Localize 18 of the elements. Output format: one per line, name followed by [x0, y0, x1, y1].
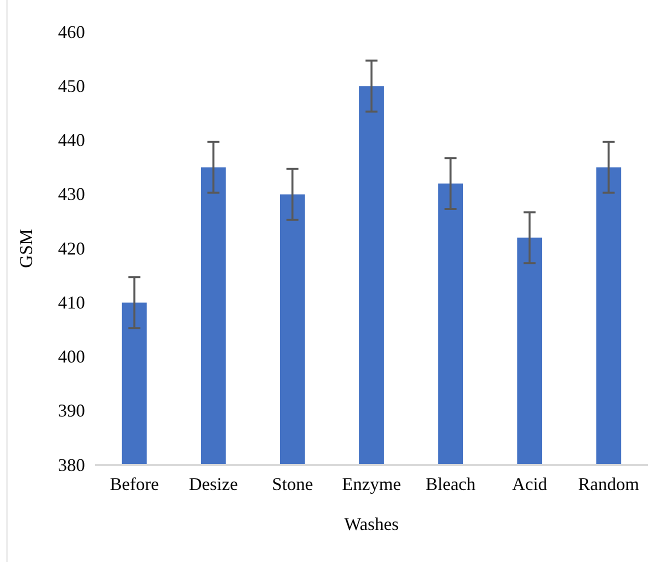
x-tick-label: Acid [512, 474, 548, 494]
x-tick-label: Bleach [426, 474, 476, 494]
x-tick-label: Before [110, 474, 159, 494]
y-tick-label: 400 [58, 346, 85, 367]
y-tick-label: 390 [58, 400, 85, 421]
x-tick-label: Stone [272, 474, 313, 494]
y-tick-label: 380 [58, 454, 85, 475]
x-tick-label: Random [578, 474, 640, 494]
y-tick-label: 460 [58, 22, 85, 42]
y-tick-label: 430 [58, 184, 85, 204]
y-tick-label: 450 [58, 76, 85, 96]
x-tick-label: Enzyme [342, 474, 401, 494]
y-axis-title: GSM [16, 228, 36, 268]
y-tick-label: 410 [58, 292, 85, 312]
x-axis-title: Washes [344, 514, 399, 534]
y-tick-label: 440 [58, 130, 85, 150]
y-tick-label: 420 [58, 238, 85, 258]
x-tick-label: Desize [188, 474, 238, 494]
